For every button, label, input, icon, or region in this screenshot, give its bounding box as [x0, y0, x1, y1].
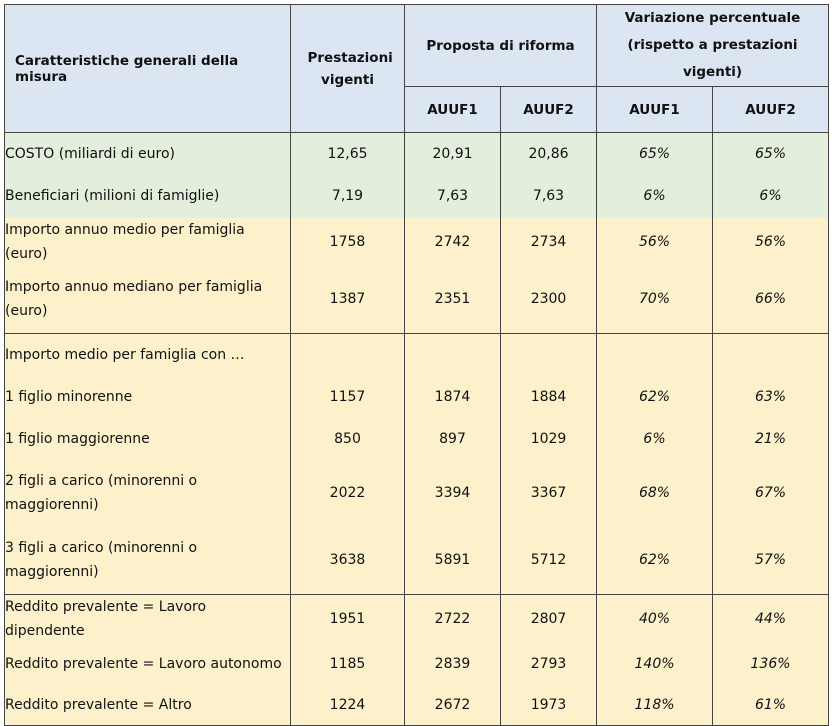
cell-variation-auuf1: 70% — [596, 265, 714, 334]
subheading-label: Importo medio per famiglia con … — [4, 333, 291, 376]
cell-reform-auuf1: 2742 — [404, 217, 501, 266]
row-label: COSTO (miliardi di euro) — [4, 132, 291, 175]
cell-reform-auuf1: 7,63 — [404, 174, 501, 218]
cell-reform-auuf2: 20,86 — [500, 132, 598, 175]
cell-current: 1157 — [290, 375, 405, 418]
header-reform-auuf2: AUUF2 — [499, 86, 598, 133]
header-variation-auuf1: AUUF1 — [596, 86, 714, 133]
cell-variation-auuf1: 56% — [596, 217, 714, 266]
cell-variation-auuf1: 62% — [596, 526, 714, 595]
cell-current: 1224 — [290, 685, 405, 726]
table-subheading-row: Importo medio per famiglia con … — [4, 333, 830, 376]
cell-variation-auuf1: 62% — [596, 375, 714, 418]
cell-reform-auuf2: 2807 — [500, 594, 598, 643]
header-variation-auuf2: AUUF2 — [712, 86, 830, 133]
cell-reform-auuf1: 5891 — [404, 526, 501, 595]
cell-variation-auuf1: 6% — [596, 174, 714, 218]
table-row: Importo annuo mediano per famiglia (euro… — [4, 265, 830, 334]
header-reform-auuf1: AUUF1 — [404, 86, 501, 133]
cell-variation-auuf2: 56% — [712, 217, 830, 266]
header-variation-line2: (rispetto a prestazioni vigenti) — [627, 37, 798, 80]
table-row: 3 figli a carico (minorenni o maggiorenn… — [4, 526, 830, 595]
table-row: COSTO (miliardi di euro) 12,65 20,91 20,86 6… — [4, 132, 830, 175]
cell-current: 7,19 — [290, 174, 405, 218]
table-row: 1 figlio maggiorenne 850 897 1029 6% 21% — [4, 417, 830, 460]
table-row: 2 figli a carico (minorenni o maggiorenn… — [4, 459, 830, 527]
table-row: Reddito prevalente = Lavoro autonomo 1185… — [4, 643, 830, 685]
cell-current: 850 — [290, 417, 405, 460]
cell-variation-auuf2: 6% — [712, 174, 830, 218]
row-label: Reddito prevalente = Lavoro autonomo — [4, 643, 291, 685]
table-row: Importo annuo medio per famiglia (euro) 1… — [4, 217, 830, 266]
cell-current: 1951 — [290, 594, 405, 643]
cell-variation-auuf2: 63% — [712, 375, 830, 418]
cell-current: 12,65 — [290, 132, 405, 175]
header-variation: Variazione percentuale (rispetto a prest… — [596, 4, 830, 87]
cell-reform-auuf2: 1973 — [500, 685, 598, 726]
cell-variation-auuf2: 65% — [712, 132, 830, 175]
cell-variation-auuf2: 21% — [712, 417, 830, 460]
cell-variation-auuf1: 65% — [596, 132, 714, 175]
header-variation-line1: Variazione percentuale — [624, 10, 801, 26]
row-label: 2 figli a carico (minorenni o maggiorenn… — [4, 459, 291, 527]
row-label: Reddito prevalente = Lavoro dipendente — [4, 594, 291, 643]
cell-reform-auuf1: 2839 — [404, 643, 501, 685]
table-row: Reddito prevalente = Lavoro dipendente 19… — [4, 594, 830, 643]
cell-reform-auuf2: 2734 — [500, 217, 598, 266]
empty-cell — [500, 333, 598, 376]
row-label: Importo annuo medio per famiglia (euro) — [4, 217, 291, 266]
cell-variation-auuf2: 66% — [712, 265, 830, 334]
comparison-table: Caratteristiche generali della misura Pr… — [4, 4, 830, 726]
cell-current: 3638 — [290, 526, 405, 595]
cell-reform-auuf1: 20,91 — [404, 132, 501, 175]
row-label: Reddito prevalente = Altro — [4, 685, 291, 726]
cell-current: 1387 — [290, 265, 405, 334]
cell-reform-auuf2: 1029 — [500, 417, 598, 460]
cell-variation-auuf2: 67% — [712, 459, 830, 527]
cell-current: 1185 — [290, 643, 405, 685]
empty-cell — [290, 333, 405, 376]
cell-reform-auuf1: 2672 — [404, 685, 501, 726]
empty-cell — [712, 333, 830, 376]
table-row: 1 figlio minorenne 1157 1874 1884 62% 63% — [4, 375, 830, 418]
cell-reform-auuf1: 1874 — [404, 375, 501, 418]
cell-variation-auuf2: 136% — [712, 643, 830, 685]
empty-cell — [596, 333, 714, 376]
cell-reform-auuf1: 3394 — [404, 459, 501, 527]
cell-reform-auuf2: 5712 — [500, 526, 598, 595]
cell-reform-auuf2: 2793 — [500, 643, 598, 685]
cell-reform-auuf2: 7,63 — [500, 174, 598, 218]
empty-cell — [404, 333, 501, 376]
cell-reform-auuf2: 1884 — [500, 375, 598, 418]
cell-reform-auuf1: 2351 — [404, 265, 501, 334]
row-label: 1 figlio maggiorenne — [4, 417, 291, 460]
cell-variation-auuf2: 44% — [712, 594, 830, 643]
cell-current: 1758 — [290, 217, 405, 266]
cell-variation-auuf1: 6% — [596, 417, 714, 460]
cell-variation-auuf1: 140% — [596, 643, 714, 685]
cell-variation-auuf1: 68% — [596, 459, 714, 527]
table-row: Reddito prevalente = Altro 1224 2672 1973 11… — [4, 685, 830, 726]
header-measure: Caratteristiche generali della misura — [4, 4, 291, 133]
table-row: Beneficiari (milioni di famiglie) 7,19 7,6… — [4, 174, 830, 218]
cell-variation-auuf2: 57% — [712, 526, 830, 595]
cell-variation-auuf1: 40% — [596, 594, 714, 643]
cell-current: 2022 — [290, 459, 405, 527]
header-current: Prestazioni vigenti — [290, 4, 405, 133]
header-current-text: Prestazioni vigenti — [307, 49, 393, 88]
cell-reform-auuf1: 897 — [404, 417, 501, 460]
row-label: 3 figli a carico (minorenni o maggiorenn… — [4, 526, 291, 595]
cell-reform-auuf2: 2300 — [500, 265, 598, 334]
row-label: 1 figlio minorenne — [4, 375, 291, 418]
cell-reform-auuf2: 3367 — [500, 459, 598, 527]
header-reform: Proposta di riforma — [403, 4, 598, 87]
row-label: Importo annuo mediano per famiglia (euro… — [4, 265, 291, 334]
row-label: Beneficiari (milioni di famiglie) — [4, 174, 291, 218]
cell-variation-auuf1: 118% — [596, 685, 714, 726]
cell-reform-auuf1: 2722 — [404, 594, 501, 643]
cell-variation-auuf2: 61% — [712, 685, 830, 726]
